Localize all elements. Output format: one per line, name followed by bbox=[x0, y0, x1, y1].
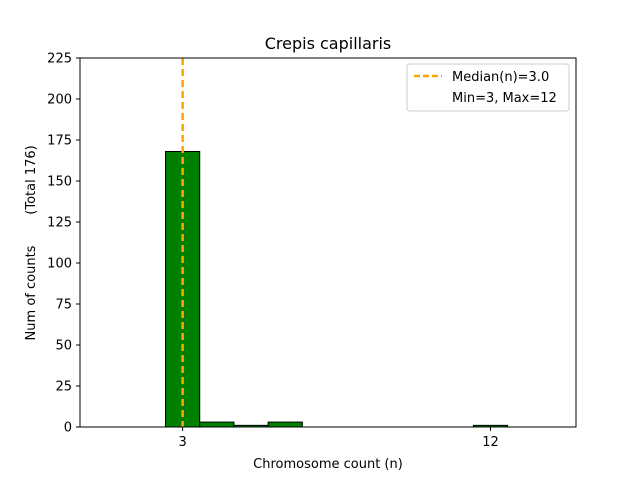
y-tick-label-25: 25 bbox=[55, 380, 72, 395]
legend-median-label: Median(n)=3.0 bbox=[452, 70, 549, 85]
y-axis: 0 25 50 75 100 125 150 175 200 225 bbox=[47, 52, 80, 436]
x-axis: 3 12 bbox=[178, 427, 499, 450]
y-axis-total-label: (Total 176) bbox=[24, 145, 39, 214]
legend-minmax-label: Min=3, Max=12 bbox=[452, 91, 557, 106]
x-tick-label-12: 12 bbox=[482, 435, 499, 450]
y-tick-label-0: 0 bbox=[64, 421, 72, 436]
x-axis-label: Chromosome count (n) bbox=[253, 457, 403, 472]
y-tick-label-200: 200 bbox=[47, 93, 72, 108]
y-tick-label-75: 75 bbox=[55, 298, 72, 313]
bar-4 bbox=[199, 421, 235, 428]
plot-frame bbox=[79, 57, 577, 428]
x-tick-label-3: 3 bbox=[178, 435, 186, 450]
y-tick-label-150: 150 bbox=[47, 175, 72, 190]
bar-6 bbox=[267, 421, 303, 428]
y-tick-label-175: 175 bbox=[47, 134, 72, 149]
chart-title: Crepis capillaris bbox=[265, 34, 392, 53]
y-axis-label: Num of counts bbox=[24, 245, 39, 340]
y-tick-label-225: 225 bbox=[47, 52, 72, 67]
legend: Median(n)=3.0 Min=3, Max=12 bbox=[406, 63, 570, 112]
y-tick-label-100: 100 bbox=[47, 257, 72, 272]
bars-layer bbox=[165, 150, 509, 428]
legend-box bbox=[406, 63, 570, 112]
y-tick-label-50: 50 bbox=[55, 339, 72, 354]
y-tick-label-125: 125 bbox=[47, 216, 72, 231]
